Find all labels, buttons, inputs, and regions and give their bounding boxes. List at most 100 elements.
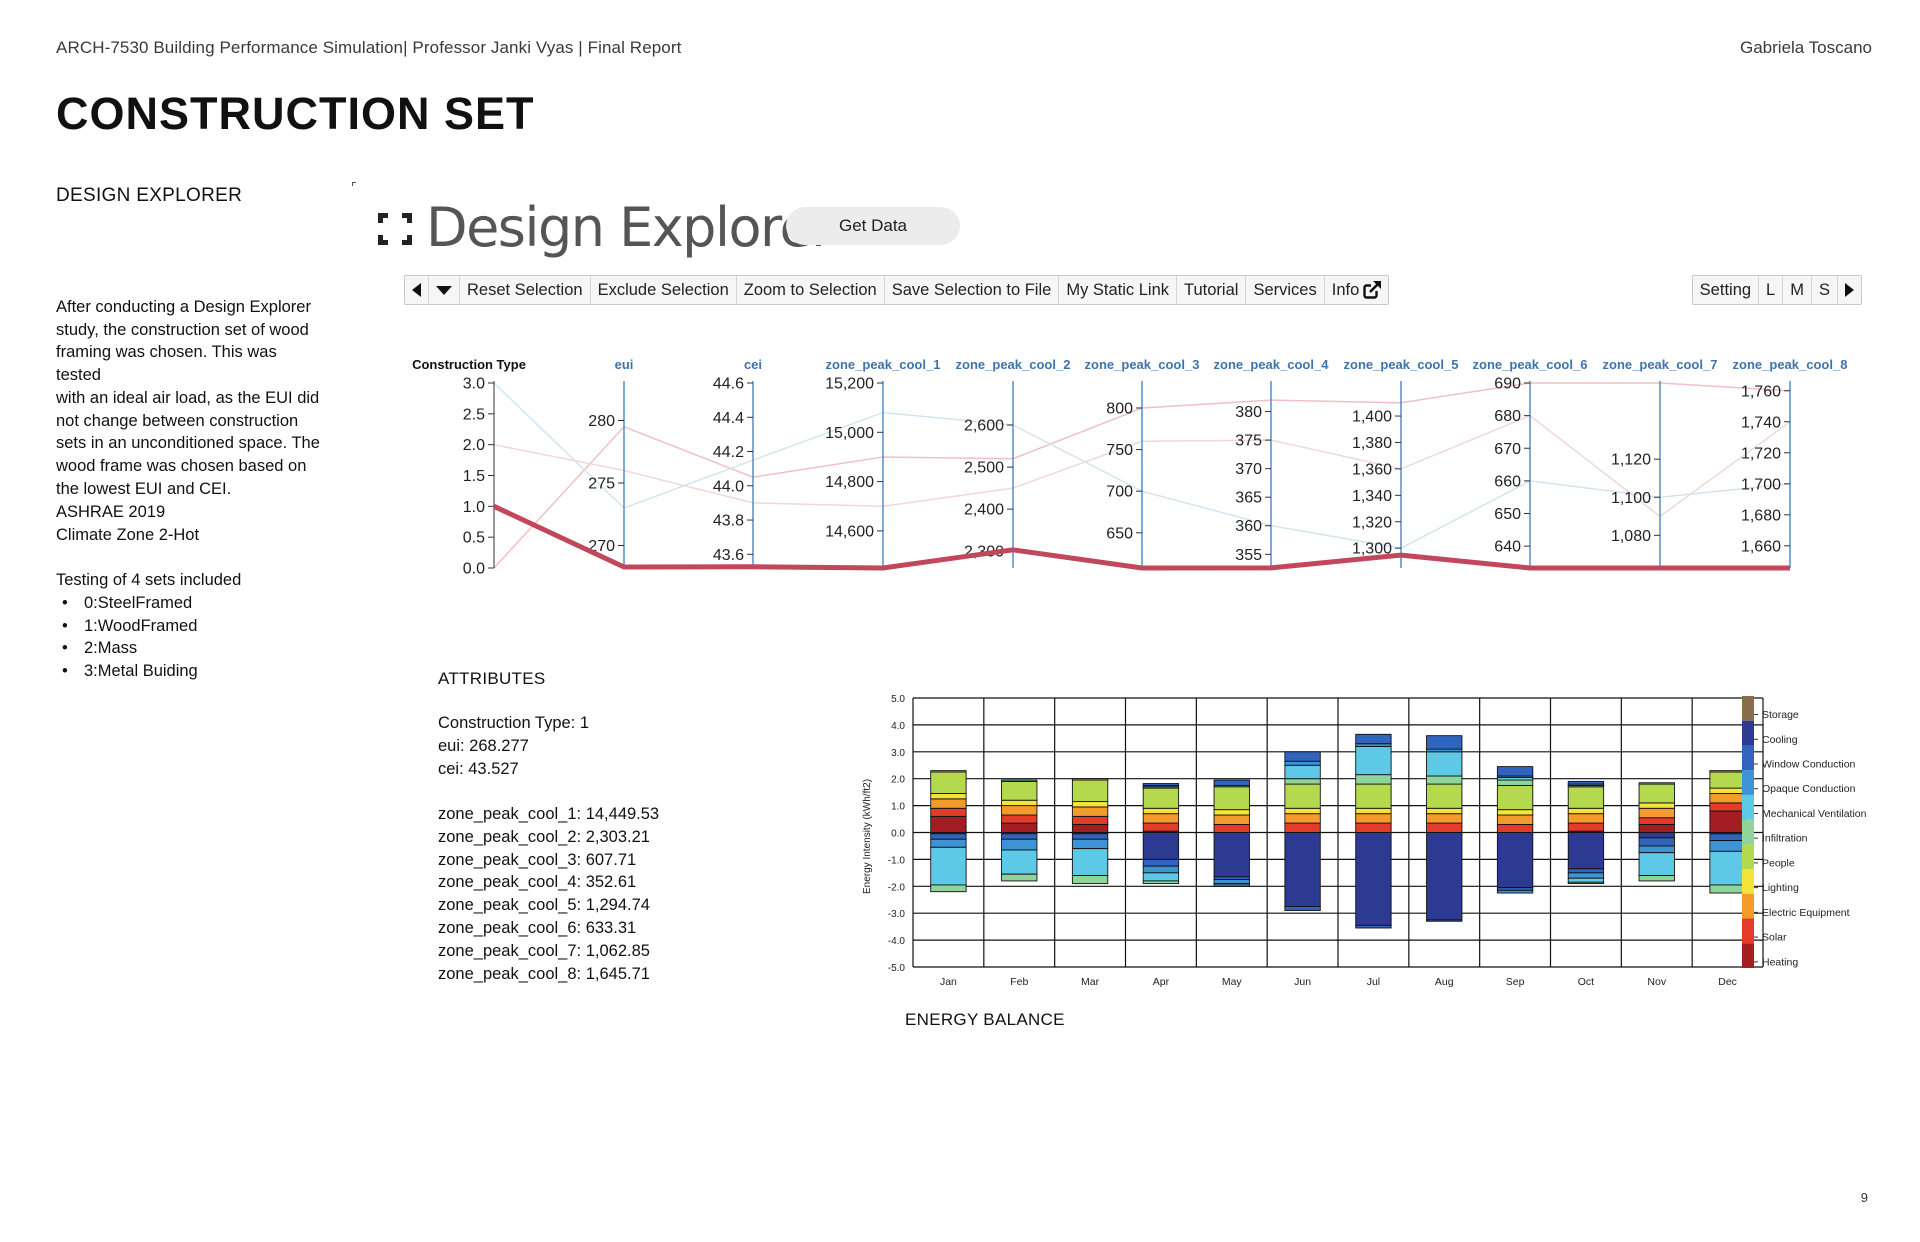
bar-segment	[1001, 838, 1038, 851]
exclude-selection-button[interactable]: Exclude Selection	[591, 276, 737, 304]
y-tick-label: -2.0	[888, 882, 906, 893]
zoom-to-selection-button[interactable]: Zoom to Selection	[737, 276, 885, 304]
bar-segment	[1496, 823, 1534, 833]
axis-title[interactable]: zone_peak_cool_8	[1733, 357, 1848, 372]
parallel-coordinates-chart[interactable]: Construction Type 0.0 0.5 1.0 1.5 2.0 2.5 3.0 eu…	[0, 0, 1920, 600]
bar-segment	[1426, 813, 1463, 824]
month-bar-jul	[1355, 733, 1392, 929]
bar-segment	[1142, 807, 1180, 815]
bar-segment	[1567, 813, 1605, 824]
bar-segment	[930, 770, 967, 773]
save-selection-button[interactable]: Save Selection to File	[885, 276, 1060, 304]
tick-label: 3.0	[463, 376, 485, 393]
bar-segment	[1071, 806, 1109, 817]
left-arrow-icon[interactable]	[405, 276, 429, 304]
bar-segment	[930, 771, 967, 794]
bar-segment	[1213, 779, 1250, 786]
axis-title[interactable]: zone_peak_cool_1	[826, 357, 941, 372]
axis-title[interactable]: zone_peak_cool_2	[956, 357, 1071, 372]
tick-label: 660	[1494, 473, 1521, 490]
axis-title[interactable]: zone_peak_cool_6	[1473, 357, 1588, 372]
tick-label: 1,760	[1741, 383, 1781, 400]
bar-segment	[1284, 906, 1321, 911]
reset-selection-button[interactable]: Reset Selection	[460, 276, 591, 304]
tick-label: 360	[1235, 518, 1262, 535]
bar-segment	[1567, 877, 1605, 883]
bar-segment	[1426, 735, 1463, 750]
tick-label: 1,100	[1611, 490, 1651, 507]
axis-cei: cei 43.6 43.8 44.0 44.2 44.4 44.6	[713, 357, 762, 568]
x-tick-label: Mar	[1081, 976, 1100, 988]
get-data-button[interactable]: Get Data	[786, 207, 960, 245]
bar-segment	[1567, 872, 1605, 879]
list-item: 1:WoodFramed	[62, 615, 198, 638]
tick-label: 2.5	[463, 406, 485, 423]
bar-segment	[1213, 809, 1250, 816]
axis-title[interactable]: Construction Type	[412, 357, 526, 372]
y-tick-label: -3.0	[888, 909, 906, 920]
axis-title[interactable]: zone_peak_cool_7	[1603, 357, 1718, 372]
x-tick-label: Jan	[940, 976, 957, 988]
setting-button[interactable]: Setting	[1693, 276, 1760, 304]
bar-segment	[1001, 833, 1038, 840]
explorer-toolbar: Reset Selection Exclude Selection Zoom t…	[404, 275, 1390, 305]
bar-segment	[1426, 751, 1463, 777]
x-tick-label: Aug	[1435, 976, 1454, 988]
energy-balance-chart: 5.0 4.0 3.0 2.0 1.0 0.0 -1.0 -2.0 -3.0 -4.0 -5.0 En…	[862, 694, 1867, 988]
bar-segment	[930, 884, 967, 893]
view-size-toolbar: Setting L M S	[1691, 275, 1862, 305]
attribute-line: zone_peak_cool_2: 2,303.21	[438, 827, 650, 846]
tick-label: 43.8	[713, 513, 744, 530]
axis-title[interactable]: eui	[615, 357, 634, 372]
axis-zone-peak-cool-8: zone_peak_cool_8 1,660 1,680 1,700 1,720 1,74…	[1733, 357, 1848, 568]
legend-label: Heating	[1762, 956, 1798, 968]
bar-segment	[1142, 865, 1180, 874]
tick-label: 0.5	[463, 530, 485, 547]
bar-segment	[1142, 872, 1180, 882]
bar-segment	[1638, 837, 1675, 847]
attribute-line: zone_peak_cool_5: 1,294.74	[438, 896, 650, 915]
info-button[interactable]: Info	[1325, 276, 1389, 304]
bar-segment	[1284, 778, 1321, 785]
static-link-button[interactable]: My Static Link	[1059, 276, 1178, 304]
caret-down-icon[interactable]	[429, 276, 460, 304]
bar-segment	[1284, 760, 1321, 766]
right-arrow-icon[interactable]	[1838, 276, 1861, 304]
attribute-line: zone_peak_cool_8: 1,645.71	[438, 964, 650, 983]
bar-segment	[1284, 822, 1321, 833]
axis-title[interactable]: zone_peak_cool_3	[1085, 357, 1200, 372]
axis-title[interactable]: zone_peak_cool_4	[1214, 357, 1330, 372]
y-tick-label: 2.0	[891, 775, 905, 786]
tick-label: 2,500	[964, 460, 1004, 477]
size-l-button[interactable]: L	[1759, 276, 1784, 304]
tick-label: 1,360	[1352, 461, 1392, 478]
axis-zone-peak-cool-7: zone_peak_cool_7 1,080 1,100 1,120	[1603, 357, 1718, 568]
axis-title[interactable]: cei	[744, 357, 762, 372]
page-title: CONSTRUCTION SET	[56, 88, 535, 139]
tick-label: 365	[1235, 490, 1262, 507]
attribute-line: Construction Type: 1	[438, 714, 590, 732]
y-tick-label: -5.0	[888, 963, 906, 974]
bar-segment	[1709, 771, 1746, 789]
axis-title[interactable]: zone_peak_cool_5	[1344, 357, 1459, 372]
tick-label: 650	[1494, 506, 1521, 523]
size-m-button[interactable]: M	[1783, 276, 1812, 304]
tick-label: 44.0	[713, 478, 744, 495]
bar-segment	[1142, 822, 1180, 832]
services-button[interactable]: Services	[1246, 276, 1325, 304]
logo-brackets-icon	[378, 209, 420, 247]
tutorial-button[interactable]: Tutorial	[1177, 276, 1247, 304]
x-tick-label: May	[1222, 976, 1243, 988]
bar-segment	[930, 798, 967, 809]
tick-label: 1,380	[1352, 435, 1392, 452]
bar-segment	[1709, 850, 1746, 886]
bar-segment	[1284, 807, 1321, 815]
selected-design-line[interactable]	[492, 504, 1790, 571]
ashrae-info: ASHRAE 2019 Climate Zone 2-Hot	[56, 501, 326, 546]
bar-segment	[1709, 884, 1746, 894]
bar-segment	[1213, 823, 1250, 833]
size-s-button[interactable]: S	[1812, 276, 1838, 304]
bar-segment	[1709, 833, 1746, 842]
bar-segment	[1426, 783, 1463, 809]
